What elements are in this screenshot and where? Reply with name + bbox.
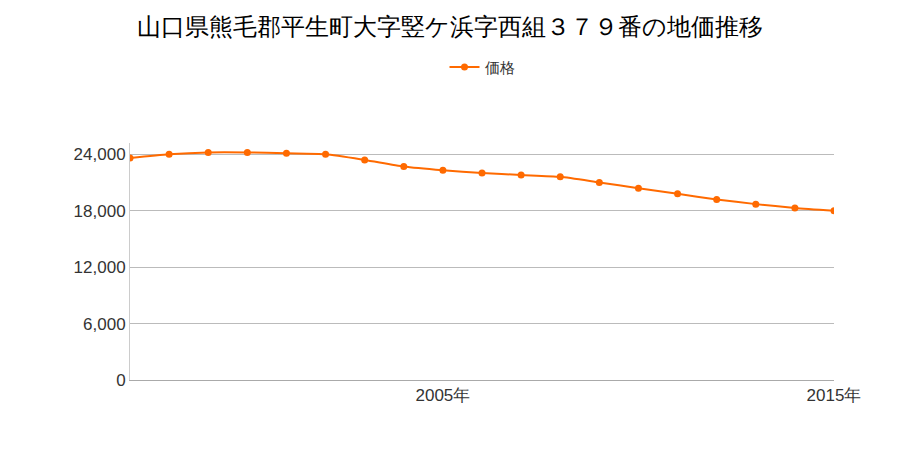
svg-text:山口県熊毛郡平生町大字竪ケ浜字西組３７９番の地価推移: 山口県熊毛郡平生町大字竪ケ浜字西組３７９番の地価推移 <box>137 13 763 40</box>
svg-text:0: 0 <box>116 371 125 390</box>
svg-text:2015年: 2015年 <box>807 386 862 405</box>
svg-text:6,000: 6,000 <box>83 315 126 334</box>
svg-text:12,000: 12,000 <box>74 258 126 277</box>
svg-text:18,000: 18,000 <box>74 202 126 221</box>
svg-text:2005年: 2005年 <box>415 386 470 405</box>
svg-text:価格: 価格 <box>485 59 515 76</box>
svg-text:24,000: 24,000 <box>74 145 126 164</box>
